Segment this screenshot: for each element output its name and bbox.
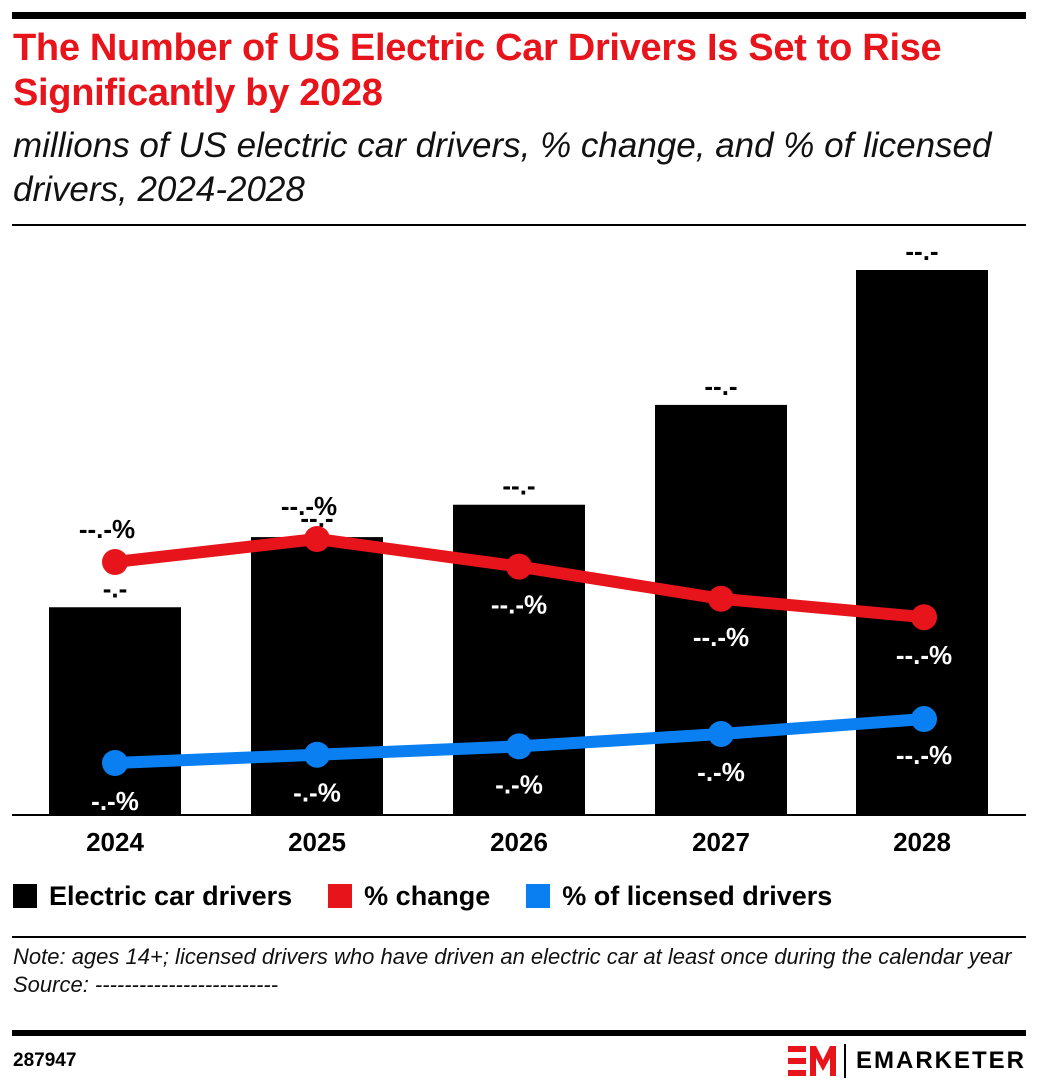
- legend-swatch-drivers: [13, 884, 37, 908]
- bar-label-2028: --.-: [905, 236, 938, 266]
- brand-logo: EMARKETER: [787, 1044, 1026, 1078]
- legend-item-change: % change: [328, 881, 490, 912]
- legend-label-drivers: Electric car drivers: [49, 880, 293, 911]
- note-text: Note: ages 14+; licensed drivers who hav…: [13, 944, 1012, 969]
- bar-2025: [251, 537, 383, 815]
- brand-name: EMARKETER: [855, 1047, 1026, 1074]
- pct-change-point-2024: [102, 549, 128, 575]
- bar-label-2027: --.-: [704, 371, 737, 401]
- chart-subtitle: millions of US electric car drivers, % c…: [13, 126, 992, 209]
- bar-label-2024: -.-: [103, 573, 128, 603]
- chart-id: 287947: [13, 1050, 77, 1071]
- pct-licensed-point-2024: [102, 750, 128, 776]
- pct-licensed-label-2025: -.-%: [293, 778, 341, 808]
- em-logo-icon: [787, 1046, 836, 1076]
- pct-licensed-point-2025: [304, 741, 330, 768]
- bar-2028: [856, 270, 988, 815]
- x-tick-label-2026: 2026: [490, 827, 548, 857]
- pct-change-point-2028: [911, 604, 937, 631]
- x-tick-label-2024: 2024: [86, 827, 144, 857]
- legend-item-licensed: % of licensed drivers: [526, 881, 832, 912]
- chart-title: The Number of US Electric Car Drivers Is…: [13, 27, 942, 114]
- pct-change-label-2024: --.-%: [79, 514, 135, 544]
- pct-licensed-point-2026: [506, 733, 532, 760]
- chart-area: -.---.---.---.---.-2024 2025 2026 2027 2028-…: [12, 236, 1026, 857]
- legend: Electric car drivers % change % of licen…: [13, 878, 868, 914]
- pct-change-point-2026: [506, 553, 532, 580]
- legend-swatch-change: [328, 884, 353, 908]
- pct-change-point-2027: [708, 585, 734, 612]
- legend-label-change: % change: [364, 880, 491, 911]
- x-tick-label-2028: 2028: [893, 827, 951, 857]
- brand-divider: [843, 1044, 846, 1078]
- pct-change-point-2025: [304, 526, 330, 552]
- bar-label-2026: --.-: [502, 471, 535, 501]
- legend-label-licensed: % of licensed drivers: [562, 880, 833, 911]
- pct-licensed-label-2024: -.-%: [91, 786, 139, 816]
- source-text: Source: -------------------------: [13, 972, 279, 997]
- pct-change-label-2025: --.-%: [281, 491, 337, 521]
- pct-licensed-point-2028: [911, 706, 937, 733]
- legend-divider: [12, 936, 1026, 938]
- legend-item-drivers: Electric car drivers: [13, 881, 292, 912]
- pct-change-label-2027: --.-%: [693, 622, 749, 652]
- pct-licensed-point-2027: [708, 720, 734, 747]
- legend-swatch-licensed: [526, 884, 551, 908]
- pct-licensed-label-2026: -.-%: [495, 769, 543, 799]
- pct-change-label-2026: --.-%: [491, 590, 547, 620]
- footer-rule: [12, 1030, 1026, 1036]
- footnote: Note: ages 14+; licensed drivers who hav…: [13, 943, 1023, 999]
- pct-licensed-label-2027: -.-%: [697, 757, 745, 787]
- x-tick-label-2025: 2025: [288, 827, 346, 857]
- pct-licensed-label-2028: --.-%: [896, 740, 952, 770]
- x-tick-label-2027: 2027: [692, 827, 750, 857]
- pct-change-label-2028: --.-%: [896, 640, 952, 670]
- top-rule: [12, 12, 1026, 19]
- header-divider: [12, 224, 1026, 226]
- bar-2024: [49, 607, 181, 815]
